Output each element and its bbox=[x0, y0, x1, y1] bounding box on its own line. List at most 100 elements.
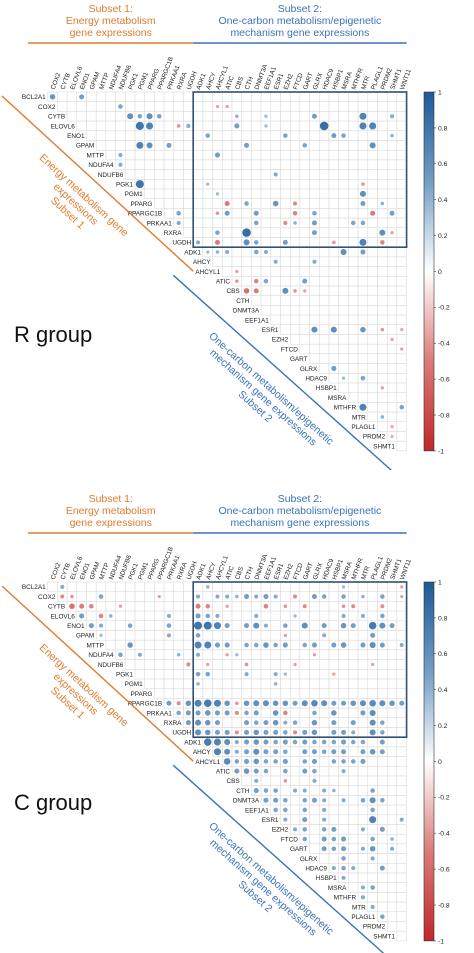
grid-cell bbox=[241, 276, 252, 287]
grid-cell bbox=[319, 601, 330, 612]
grid-cell bbox=[348, 149, 359, 161]
grid-cell bbox=[396, 649, 407, 660]
grid-cell bbox=[144, 130, 155, 141]
row-label-ppargc1b: PPARGC1B bbox=[128, 701, 162, 708]
grid-cell bbox=[377, 843, 388, 854]
grid-cell bbox=[289, 276, 301, 287]
grid-cell bbox=[319, 334, 330, 345]
correlation-circle bbox=[283, 623, 288, 628]
grid-cell bbox=[86, 101, 97, 112]
grid-cell bbox=[154, 120, 165, 132]
grid-cell bbox=[338, 785, 349, 796]
grid-cell bbox=[386, 610, 398, 622]
grid-cell bbox=[386, 601, 398, 612]
grid-cell bbox=[386, 217, 398, 229]
subset1-desc-line1: Energy metabolism bbox=[66, 505, 156, 517]
row-label-msra: MSRA bbox=[328, 885, 347, 892]
correlation-circle bbox=[331, 739, 337, 745]
grid-cell bbox=[328, 285, 339, 296]
grid-cell bbox=[377, 373, 388, 384]
row-label-ahcy: AHCY bbox=[193, 749, 211, 756]
grid-cell bbox=[299, 314, 310, 326]
row-label-rxra: RXRA bbox=[164, 720, 182, 727]
grid-cell bbox=[183, 130, 194, 141]
correlation-circle bbox=[263, 250, 268, 255]
grid-cell bbox=[309, 120, 320, 132]
grid-cell bbox=[367, 649, 378, 660]
correlation-circle bbox=[234, 749, 239, 754]
grid-cell bbox=[328, 256, 339, 267]
grid-cell bbox=[163, 601, 175, 612]
grid-cell bbox=[377, 111, 388, 122]
grid-cell bbox=[105, 601, 116, 612]
correlation-circle bbox=[205, 585, 210, 589]
correlation-circle bbox=[332, 788, 336, 793]
row-label-ezh2: EZH2 bbox=[272, 827, 289, 834]
correlation-circle bbox=[244, 710, 249, 716]
grid-cell bbox=[309, 353, 320, 364]
grid-cell bbox=[309, 295, 320, 306]
grid-cell bbox=[183, 149, 194, 161]
grid-cell bbox=[154, 159, 165, 170]
correlation-circle bbox=[370, 788, 375, 793]
correlation-circle bbox=[244, 642, 249, 648]
correlation-circle bbox=[283, 768, 288, 774]
grid-cell bbox=[328, 775, 339, 786]
grid-cell bbox=[299, 775, 310, 786]
grid-cell bbox=[319, 237, 330, 248]
grid-cell bbox=[328, 804, 339, 816]
correlation-circle bbox=[263, 739, 269, 745]
correlation-circle bbox=[341, 604, 346, 609]
grid-cell bbox=[319, 363, 330, 374]
correlation-circle bbox=[49, 94, 56, 100]
grid-cell bbox=[396, 431, 407, 442]
correlation-circle bbox=[253, 700, 260, 707]
grid-cell bbox=[357, 688, 369, 699]
correlation-circle bbox=[341, 846, 347, 852]
correlation-circle bbox=[360, 895, 365, 900]
grid-cell bbox=[386, 746, 398, 757]
grid-cell bbox=[348, 610, 359, 622]
grid-cell bbox=[251, 169, 262, 180]
grid-cell bbox=[299, 659, 310, 670]
grid-cell bbox=[377, 678, 388, 689]
scale-tick-label: 1 bbox=[438, 579, 442, 586]
grid-cell bbox=[280, 227, 291, 238]
correlation-circle bbox=[370, 885, 375, 890]
correlation-circle bbox=[253, 642, 259, 648]
grid-cell bbox=[386, 630, 398, 641]
grid-cell bbox=[367, 101, 378, 112]
correlation-circle bbox=[341, 875, 346, 880]
grid-cell bbox=[192, 208, 204, 219]
grid-cell bbox=[386, 892, 398, 903]
grid-cell bbox=[270, 130, 281, 141]
grid-cell bbox=[377, 140, 388, 151]
grid-cell bbox=[251, 649, 262, 660]
grid-cell bbox=[231, 227, 242, 238]
grid-cell bbox=[163, 669, 175, 680]
grid-cell bbox=[163, 688, 175, 699]
correlation-circle bbox=[215, 192, 220, 196]
grid-cell bbox=[241, 111, 252, 122]
row-label-prkaa1: PRKAA1 bbox=[147, 220, 173, 227]
grid-cell bbox=[338, 266, 349, 277]
grid-cell bbox=[309, 179, 320, 190]
correlation-circle bbox=[273, 672, 278, 677]
grid-cell bbox=[280, 208, 291, 219]
grid-cell bbox=[338, 649, 349, 660]
grid-cell bbox=[309, 581, 320, 592]
grid-cell bbox=[377, 872, 388, 883]
correlation-circle bbox=[234, 123, 240, 129]
row-label-glrx: GLRX bbox=[300, 856, 318, 863]
correlation-circle bbox=[156, 113, 162, 119]
grid-cell bbox=[328, 343, 339, 355]
grid-cell bbox=[348, 246, 359, 258]
grid-cell bbox=[241, 678, 252, 689]
correlation-circle bbox=[185, 700, 192, 707]
grid-cell bbox=[377, 208, 388, 219]
grid-cell bbox=[348, 130, 359, 141]
row-label-pgm1: PGM1 bbox=[125, 681, 144, 688]
grid-cell bbox=[357, 169, 369, 180]
grid-cell bbox=[173, 688, 184, 699]
grid-cell bbox=[386, 872, 398, 883]
